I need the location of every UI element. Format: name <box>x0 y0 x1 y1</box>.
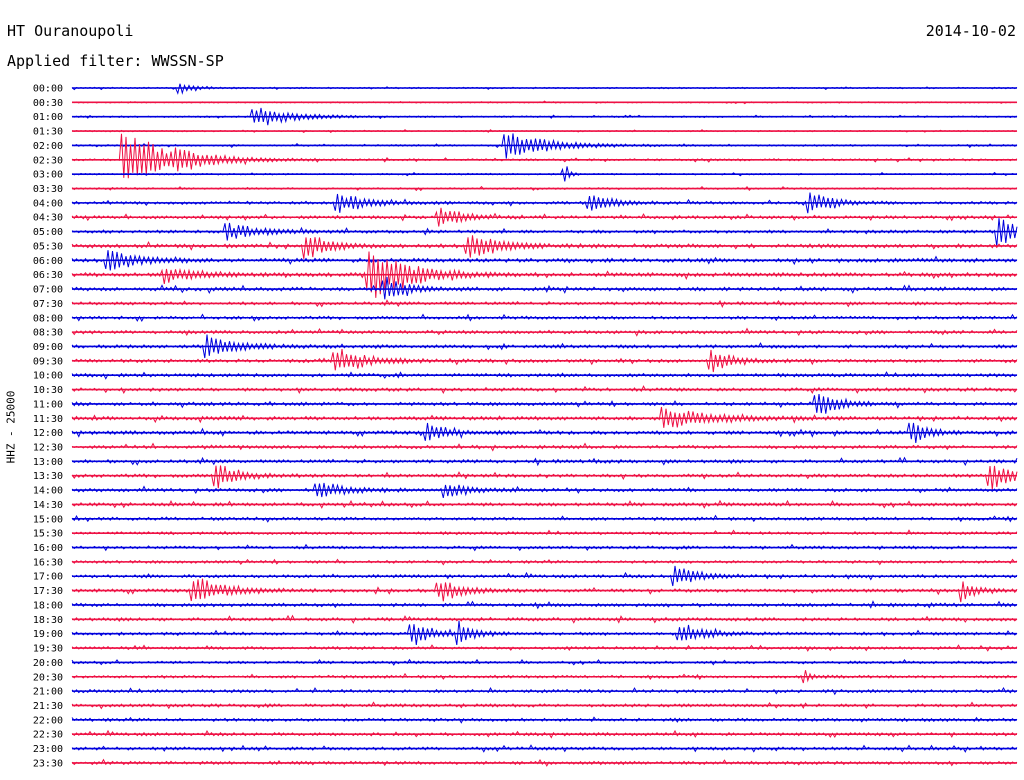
trace-row-1200 <box>71 422 1018 443</box>
tick-label: 22:00 <box>33 715 63 726</box>
tick-label: 04:00 <box>33 198 63 209</box>
tick-label: 19:00 <box>33 629 63 640</box>
tick-label: 08:30 <box>33 328 63 339</box>
tick-label: 00:30 <box>33 98 63 109</box>
trace-row-1700 <box>71 565 1018 587</box>
tick-label: 17:00 <box>33 572 63 583</box>
trace-row-1430 <box>71 499 1018 509</box>
plot-date: 2014-10-02 <box>925 22 1016 40</box>
trace-row-1130 <box>71 406 1018 428</box>
tick-label: 07:00 <box>33 285 63 296</box>
tick-label: 09:30 <box>33 356 63 367</box>
tick-label: 10:00 <box>33 371 63 382</box>
tick-label: 11:30 <box>33 414 63 425</box>
trace-row-1000 <box>71 371 1018 380</box>
tick-label: 18:30 <box>33 615 63 626</box>
tick-label: 15:00 <box>33 514 63 525</box>
tick-label: 23:00 <box>33 744 63 755</box>
tick-label: 20:30 <box>33 672 63 683</box>
tick-label: 11:00 <box>33 399 63 410</box>
tick-label: 10:30 <box>33 385 63 396</box>
tick-labels: 00:00 00:30 01:00 01:30 02:00 02:30 03:00 03:30… <box>33 84 63 770</box>
station-title: HT Ouranoupoli <box>7 22 134 40</box>
tick-label: 06:00 <box>33 256 63 267</box>
tick-label: 01:30 <box>33 127 63 138</box>
tick-label: 13:30 <box>33 471 63 482</box>
tick-label: 14:30 <box>33 500 63 511</box>
tick-label: 05:30 <box>33 241 63 252</box>
tick-label: 02:00 <box>33 141 63 152</box>
filter-label: Applied filter: WWSSN-SP <box>7 52 224 70</box>
trace-row-1230 <box>71 442 1018 452</box>
tick-label: 16:00 <box>33 543 63 554</box>
tick-label: 13:00 <box>33 457 63 468</box>
tick-label: 02:30 <box>33 155 63 166</box>
tick-label: 18:00 <box>33 600 63 611</box>
tick-label: 04:30 <box>33 213 63 224</box>
tick-label: 05:00 <box>33 227 63 238</box>
trace-row-1900 <box>71 620 1018 645</box>
tick-label: 20:00 <box>33 658 63 669</box>
tick-label: 15:30 <box>33 529 63 540</box>
trace-row-0600 <box>71 250 1018 271</box>
trace-row-0530 <box>71 235 1018 259</box>
traces <box>71 83 1018 767</box>
tick-label: 22:30 <box>33 730 63 741</box>
tick-label: 07:30 <box>33 299 63 310</box>
tick-label: 08:00 <box>33 313 63 324</box>
tick-label: 16:30 <box>33 557 63 568</box>
tick-label: 03:00 <box>33 170 63 181</box>
tick-label: 12:00 <box>33 428 63 439</box>
tick-label: 09:00 <box>33 342 63 353</box>
tick-label: 21:00 <box>33 687 63 698</box>
tick-label: 00:00 <box>33 84 63 95</box>
tick-label: 03:30 <box>33 184 63 195</box>
trace-row-0430 <box>71 207 1018 227</box>
tick-label: 01:00 <box>33 112 63 123</box>
trace-row-2330 <box>71 758 1018 767</box>
trace-row-1630 <box>71 558 1018 566</box>
trace-row-0900 <box>71 334 1018 359</box>
tick-label: 14:00 <box>33 486 63 497</box>
tick-label: 06:30 <box>33 270 63 281</box>
tick-label: 21:30 <box>33 701 63 712</box>
tick-label: 23:30 <box>33 758 63 769</box>
tick-label: 19:30 <box>33 644 63 655</box>
tick-label: 17:30 <box>33 586 63 597</box>
tick-label: 12:30 <box>33 443 63 454</box>
trace-row-1330 <box>71 465 1018 490</box>
trace-row-0700 <box>71 276 1018 300</box>
trace-row-1100 <box>71 394 1018 414</box>
trace-row-0830 <box>71 327 1018 337</box>
